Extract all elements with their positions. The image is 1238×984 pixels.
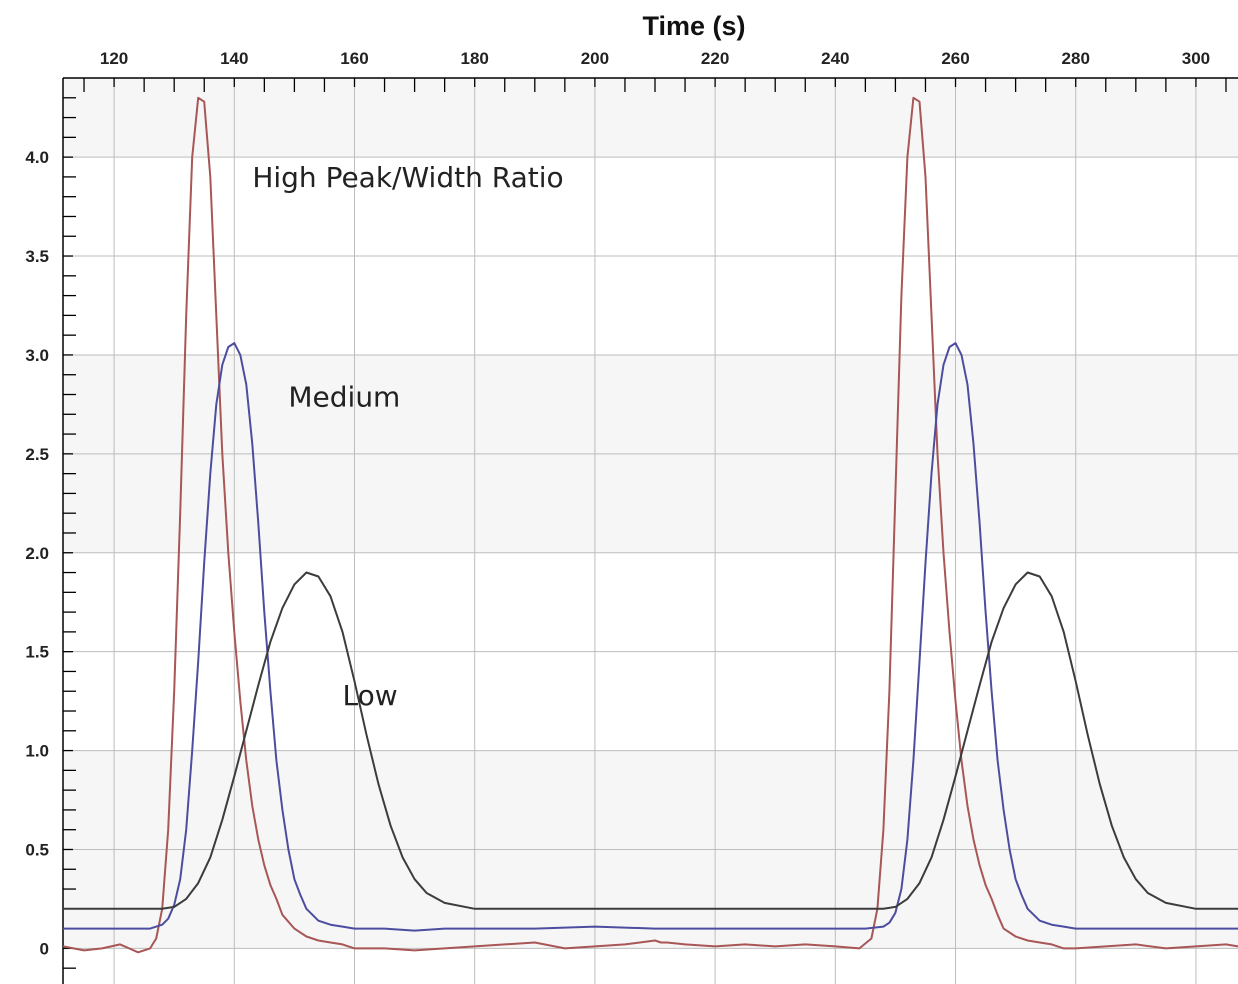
y-tick-label: 2.5 bbox=[25, 445, 49, 464]
plot-band bbox=[63, 78, 1238, 158]
axis-frame bbox=[62, 77, 1238, 984]
y-tick-label: 3.0 bbox=[25, 346, 49, 365]
plot-bands bbox=[63, 78, 1238, 949]
y-tick-label: 4.0 bbox=[25, 148, 49, 167]
x-tick-label: 240 bbox=[821, 49, 849, 68]
series-line-low bbox=[63, 571, 1238, 910]
annotation-label: Medium bbox=[288, 380, 400, 413]
annotation-label: Low bbox=[342, 679, 397, 712]
y-tick-label: 0.5 bbox=[25, 840, 49, 859]
y-tick-label: 1.5 bbox=[25, 643, 49, 662]
x-tick-label: 260 bbox=[941, 49, 969, 68]
x-tick-label: 140 bbox=[220, 49, 248, 68]
y-tick-label: 0 bbox=[40, 939, 49, 958]
annotations: High Peak/Width Ratio Medium Low bbox=[252, 161, 563, 712]
y-tick-label: 1.0 bbox=[25, 742, 49, 761]
series-lines bbox=[63, 96, 1238, 954]
x-tick-label: 300 bbox=[1182, 49, 1210, 68]
series-line-high bbox=[63, 96, 1238, 954]
grid-lines bbox=[63, 78, 1238, 984]
x-tick-label: 160 bbox=[340, 49, 368, 68]
y-tick-label: 2.0 bbox=[25, 544, 49, 563]
x-tick-label: 200 bbox=[581, 49, 609, 68]
y-ticks: 0 0.5 1.0 1.5 2.0 2.5 3.0 3.5 4.0 bbox=[25, 97, 76, 969]
x-tick-label: 220 bbox=[701, 49, 729, 68]
x-tick-label: 180 bbox=[461, 49, 489, 68]
series-line-medium bbox=[63, 342, 1238, 932]
x-tick-label: 120 bbox=[100, 49, 128, 68]
y-tick-label: 3.5 bbox=[25, 247, 49, 266]
x-ticks: 120 140 160 180 200 220 240 260 280 300 bbox=[83, 49, 1227, 92]
x-axis-title: Time (s) bbox=[642, 11, 745, 41]
x-tick-label: 280 bbox=[1062, 49, 1090, 68]
annotation-label: High Peak/Width Ratio bbox=[252, 161, 563, 194]
